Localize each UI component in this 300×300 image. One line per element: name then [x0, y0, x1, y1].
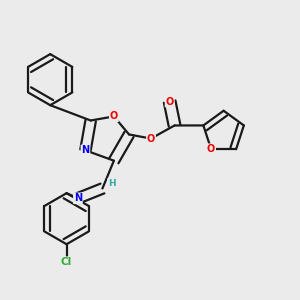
Text: O: O — [207, 144, 215, 154]
Text: O: O — [110, 111, 118, 122]
Text: O: O — [166, 97, 174, 106]
Text: Cl: Cl — [61, 257, 72, 267]
Text: N: N — [81, 145, 89, 155]
Text: N: N — [74, 193, 82, 203]
Text: O: O — [147, 134, 155, 143]
Text: H: H — [108, 179, 116, 188]
